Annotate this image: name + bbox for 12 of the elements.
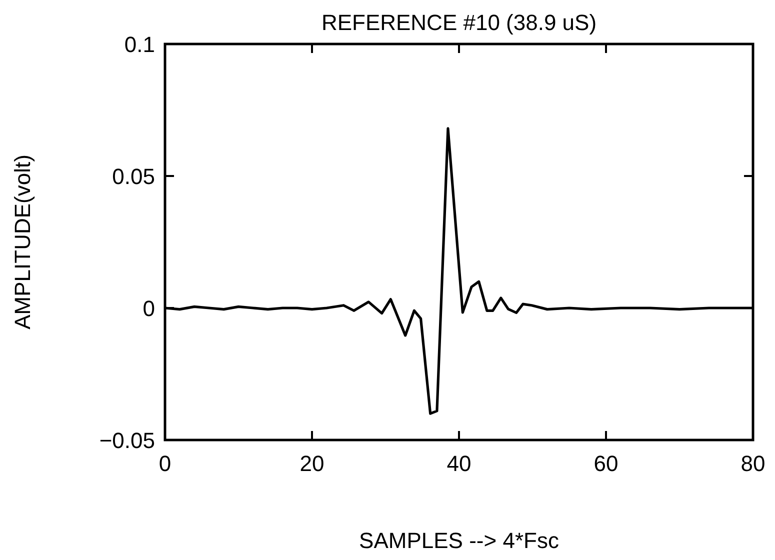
y-axis-title: AMPLITUDE(volt) — [10, 154, 35, 330]
y-tick-label: 0.05 — [112, 164, 155, 189]
y-tick-label: −0.05 — [99, 428, 155, 453]
x-tick-label: 60 — [594, 451, 618, 476]
x-tick-label: 0 — [158, 451, 172, 476]
x-tick-label: 80 — [740, 451, 766, 476]
x-axis-title: SAMPLES --> 4*Fsc — [359, 528, 559, 553]
y-tick-label: 0.1 — [124, 32, 155, 57]
chart-title: REFERENCE #10 (38.9 uS) — [321, 10, 597, 35]
x-tick-label: 40 — [446, 451, 472, 476]
y-tick-label: 0 — [142, 296, 155, 321]
x-tick-label: 20 — [300, 451, 324, 476]
